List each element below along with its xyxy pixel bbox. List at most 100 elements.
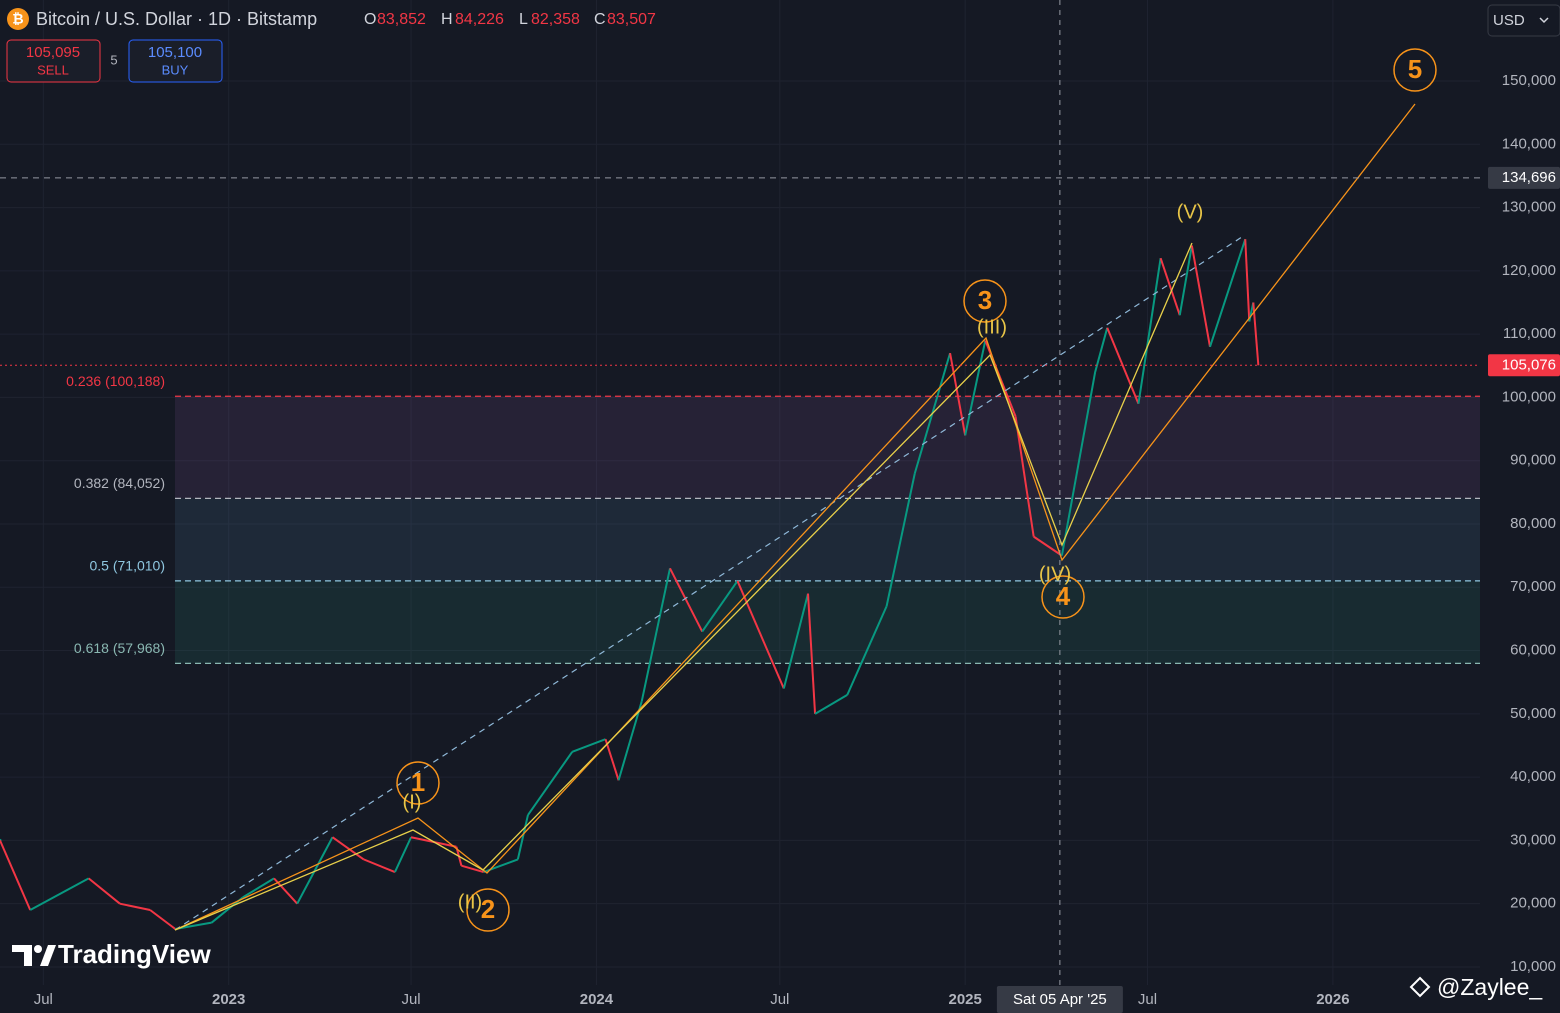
- price-segment: [782, 593, 809, 689]
- y-tick-label: 130,000: [1502, 199, 1556, 216]
- y-tick-label: 60,000: [1510, 642, 1556, 659]
- price-segment: [149, 909, 176, 930]
- fib-band: [175, 580, 1480, 664]
- price-segment: [29, 877, 90, 911]
- y-tick-label: 80,000: [1510, 515, 1556, 532]
- price-marker-box: [1488, 354, 1560, 377]
- currency-box[interactable]: [1487, 4, 1560, 37]
- price-segment: [604, 738, 620, 781]
- sub-wave-label: (IV): [1039, 563, 1071, 585]
- wave-circle: [1041, 575, 1085, 619]
- price-segment: [1033, 535, 1063, 557]
- price-segment: [119, 902, 151, 911]
- wave-circle: [396, 761, 440, 805]
- price-marker-box: [1488, 166, 1560, 189]
- sub-wave-label: (III): [977, 316, 1007, 338]
- y-tick-label: 140,000: [1502, 135, 1556, 152]
- y-tick-label: 110,000: [1503, 325, 1556, 342]
- wave-label: 4: [1056, 581, 1071, 611]
- price-segment: [669, 567, 704, 633]
- wave-lines: [174, 103, 1416, 931]
- sell-price[interactable]: 105,095: [26, 44, 80, 61]
- price-segment: [949, 352, 967, 436]
- ohlc-value: 83,852: [377, 11, 426, 28]
- price-segment: [701, 580, 739, 633]
- y-tick-label: 70,000: [1510, 578, 1556, 595]
- price-segment: [88, 877, 121, 905]
- price-segment: [571, 738, 606, 753]
- y-tick-label: 90,000: [1510, 452, 1556, 469]
- fib-band: [175, 498, 1480, 581]
- x-tick-label: 2023: [212, 991, 245, 1008]
- price-segment: [394, 836, 412, 873]
- ohlc-value: 83,507: [607, 11, 656, 28]
- wave-circle: [466, 888, 510, 932]
- chevron[interactable]: [1539, 17, 1549, 24]
- symbol-icon: ₿: [12, 11, 23, 27]
- y-tick-label: 100,000: [1502, 388, 1556, 405]
- x-tick-label: Jul: [1138, 991, 1157, 1008]
- price-segment: [1244, 239, 1251, 322]
- ohlc-value: 84,226: [455, 11, 504, 28]
- price-segment: [1178, 245, 1193, 316]
- fib-label: 0.382 (84,052): [74, 475, 165, 491]
- x-tick-label: Jul: [34, 991, 53, 1008]
- y-tick-label: 120,000: [1502, 262, 1556, 279]
- price-segment: [807, 593, 817, 714]
- sub-wave-label: (II): [458, 891, 482, 913]
- sell-button[interactable]: 105,095 SELL: [6, 39, 101, 83]
- ohlc-value: 82,358: [531, 11, 580, 28]
- currency[interactable]: USD: [1493, 12, 1525, 29]
- price-segment: [1190, 245, 1211, 347]
- y-tick-label: 40,000: [1510, 768, 1556, 785]
- fib-band: [175, 396, 1480, 499]
- y-tick-label: 10,000: [1510, 958, 1556, 975]
- price-segment: [1137, 258, 1162, 404]
- ohlc-key: O: [364, 11, 376, 28]
- price-marker-label: 105,076: [1502, 356, 1556, 373]
- price-segment: [640, 568, 671, 702]
- price-segment: [885, 473, 916, 607]
- price-segment: [1060, 371, 1097, 556]
- fib-label: 0.5 (71,010): [90, 558, 166, 574]
- x-tick-label: Jul: [770, 991, 789, 1008]
- x-tick-label: 2024: [580, 991, 614, 1008]
- crosshair-box: [996, 986, 1123, 1013]
- price-segment: [242, 877, 275, 899]
- price-segment: [1014, 416, 1035, 537]
- logo: TradingView: [12, 939, 211, 969]
- y-tick-label: 150,000: [1502, 72, 1556, 89]
- wave-label: 1: [411, 767, 425, 797]
- logo-slash: [40, 945, 56, 966]
- y-tick-label: 30,000: [1510, 831, 1556, 848]
- ohlc-key: C: [594, 11, 606, 28]
- sub-wave-label: (I): [403, 791, 422, 813]
- trend-line: [174, 234, 1246, 931]
- price-segment: [331, 836, 365, 861]
- price-segment: [736, 580, 785, 689]
- fib-layer: 0.236 (100,188) 0.382 (84,052) 0.5 (71,010…: [66, 373, 1480, 665]
- crosshair-label: Sat 05 Apr '25: [1013, 991, 1107, 1008]
- y-tick-label: 20,000: [1510, 895, 1556, 912]
- price-segment: [617, 700, 643, 781]
- buy-price[interactable]: 105,100: [148, 44, 202, 61]
- price-segment: [0, 840, 32, 911]
- logo-text: TradingView: [58, 939, 211, 969]
- wave-label: 2: [481, 894, 495, 924]
- wave-label: 3: [978, 285, 992, 315]
- symbol-icon-bg: [7, 8, 29, 30]
- price-segment: [846, 605, 888, 696]
- buy-button[interactable]: 105,100 BUY: [128, 39, 223, 83]
- sell-box[interactable]: [6, 39, 101, 83]
- fib-label: 0.618 (57,968): [74, 640, 165, 656]
- symbol-title: Bitcoin / U.S. Dollar · 1D · Bitstamp: [36, 9, 317, 29]
- price-segment: [1252, 302, 1260, 366]
- price-segment: [814, 693, 848, 715]
- buy-label[interactable]: BUY: [162, 62, 189, 77]
- buy-box[interactable]: [128, 39, 223, 83]
- price-segment: [1106, 327, 1140, 405]
- fib-label: 0.236 (100,188): [66, 373, 165, 389]
- currency-dropdown[interactable]: USD: [1487, 4, 1560, 37]
- sell-label[interactable]: SELL: [37, 62, 69, 77]
